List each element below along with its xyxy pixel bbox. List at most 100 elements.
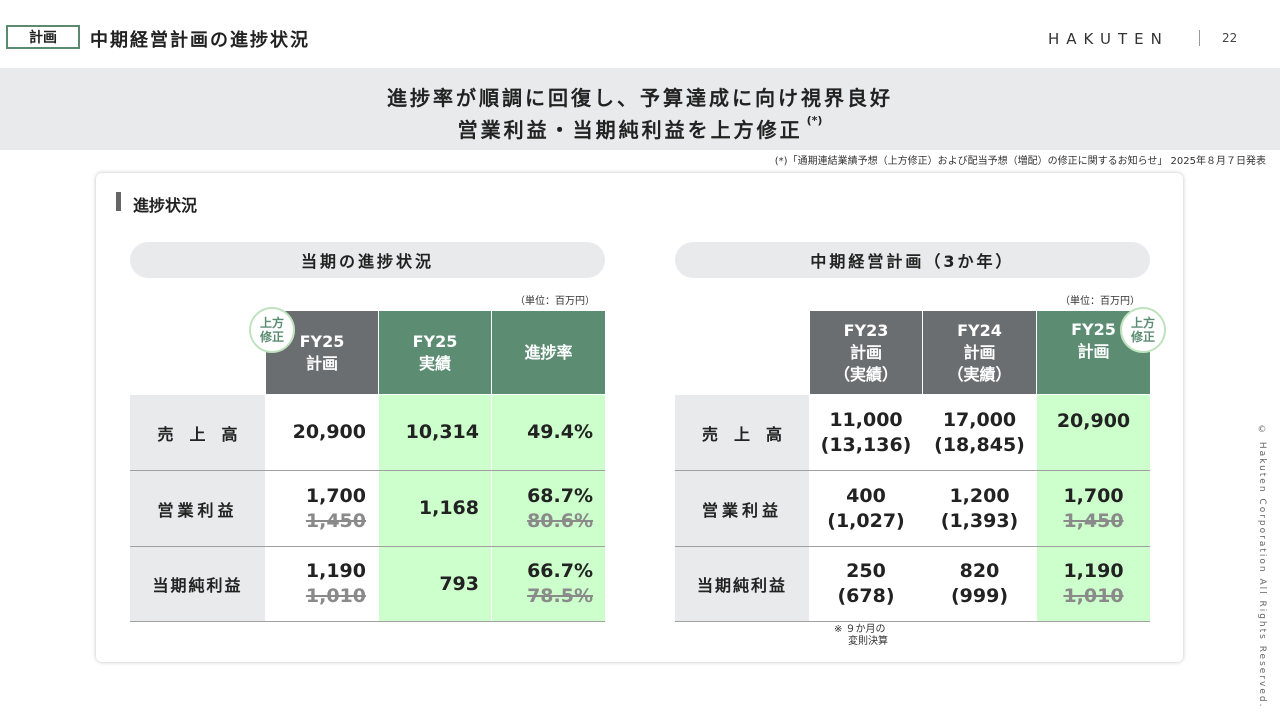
row-label-sales: 売 上 高: [675, 395, 809, 470]
value: 68.7%: [527, 484, 593, 507]
left-op-rate: 68.7% 80.6%: [492, 471, 605, 546]
value: 793: [439, 572, 479, 595]
note-line: ※ ９か月の: [834, 624, 886, 635]
value-previous: 78.5%: [527, 585, 593, 607]
value-previous: 1,010: [1063, 585, 1124, 607]
footnote: (*)「通期連結業績予想（上方修正）および配当予想（増配）の修正に関するお知らせ…: [774, 156, 1266, 167]
value: 1,700: [1063, 484, 1124, 507]
right-sales-fy25: 20,900: [1037, 395, 1150, 470]
note-line: 変則決算: [848, 636, 888, 647]
value-previous: 80.6%: [527, 509, 593, 532]
value-previous: 1,450: [1063, 509, 1124, 532]
right-op-fy25: 1,700 1,450: [1037, 471, 1150, 546]
left-sales-actual: 10,314: [379, 395, 491, 470]
value-actual: (1,027): [827, 509, 905, 532]
value: 1,168: [418, 497, 479, 519]
value-actual: (18,845): [934, 433, 1025, 456]
upward-revision-badge: 上方 修正: [249, 307, 295, 353]
value: 1,700: [305, 484, 366, 507]
header-line: （実績）: [833, 364, 898, 384]
value: 66.7%: [527, 560, 593, 582]
header-line: FY25: [299, 331, 345, 351]
badge-line: 修正: [259, 330, 284, 344]
headline-banner: [0, 68, 1280, 150]
left-unit-label: （単位：百万円）: [515, 296, 595, 307]
value-actual: (999): [950, 585, 1009, 607]
value-previous: 1,010: [305, 585, 366, 607]
right-table-title: 中期経営計画（3か年）: [675, 242, 1150, 278]
row-label-operating-profit: 営業利益: [675, 471, 809, 546]
header-line: FY24: [957, 320, 1002, 340]
badge-line: 上方: [1130, 316, 1155, 330]
value-actual: (678): [837, 585, 895, 607]
row-divider: [675, 546, 1150, 547]
right-unit-label: （単位：百万円）: [1060, 296, 1140, 307]
value: 49.4%: [527, 421, 593, 443]
value: 20,900: [292, 421, 366, 443]
section-tag: 計画: [6, 25, 80, 49]
header-line: 計画: [849, 342, 882, 362]
headline-note-mark: (*): [806, 114, 823, 127]
value: 820: [959, 560, 1000, 582]
right-ni-fy24: 820 (999): [923, 547, 1036, 621]
right-op-fy24: 1,200 (1,393): [923, 471, 1036, 546]
row-divider: [130, 546, 605, 547]
section-marker: [116, 192, 121, 211]
left-table-title: 当期の進捗状況: [130, 242, 605, 278]
value: 20,900: [1056, 410, 1131, 432]
left-op-actual: 1,168: [379, 471, 491, 546]
badge-line: 修正: [1130, 330, 1155, 344]
row-label-sales: 売 上 高: [130, 395, 265, 470]
row-label-operating-profit: 営業利益: [130, 471, 265, 546]
header-line: 計画: [963, 342, 996, 362]
upward-revision-badge: 上方 修正: [1120, 307, 1166, 353]
header-divider: [1199, 30, 1200, 46]
right-header-fy23: FY23 計画 （実績）: [810, 311, 922, 394]
header-line: 実績: [418, 353, 451, 373]
fy23-irregular-note: ※ ９か月の 変則決算: [834, 624, 888, 648]
left-header-fy25-actual: FY25 実績: [379, 311, 491, 394]
value-actual: (13,136): [820, 433, 912, 456]
left-sales-plan: 20,900: [266, 395, 378, 470]
right-header-fy24: FY24 計画 （実績）: [923, 311, 1036, 394]
headline-line2: 営業利益・当期純利益を上方修正 (*): [0, 114, 1280, 143]
section-title: 進捗状況: [133, 196, 198, 215]
row-divider: [130, 621, 605, 622]
header-line: （実績）: [947, 364, 1012, 384]
right-ni-fy25: 1,190 1,010: [1037, 547, 1150, 621]
row-divider: [130, 470, 605, 471]
header-line: FY25: [412, 331, 458, 351]
company-logo: HAKUTEN: [1048, 30, 1169, 48]
page-title: 中期経営計画の進捗状況: [90, 30, 310, 51]
header-line: FY23: [843, 320, 889, 340]
row-label-net-income: 当期純利益: [130, 547, 265, 621]
left-ni-plan: 1,190 1,010: [266, 547, 378, 621]
page-number: 22: [1222, 31, 1238, 45]
header-line: FY25: [1071, 320, 1116, 339]
right-ni-fy23: 250 (678): [810, 547, 922, 621]
value: 1,190: [305, 560, 366, 582]
left-op-plan: 1,700 1,450: [266, 471, 378, 546]
value: 1,200: [949, 484, 1010, 507]
badge-line: 上方: [259, 316, 284, 330]
value: 17,000: [942, 408, 1017, 431]
header-line: 計画: [1077, 342, 1110, 361]
right-sales-fy24: 17,000 (18,845): [923, 395, 1036, 470]
right-sales-fy23: 11,000 (13,136): [810, 395, 922, 470]
value-previous: 1,450: [305, 509, 366, 532]
headline-line1: 進捗率が順調に回復し、予算達成に向け視界良好: [387, 86, 893, 110]
copyright: © Hakuten Corporation All Rights Reserve…: [1257, 425, 1267, 709]
header-line: 計画: [305, 353, 338, 373]
value: 250: [846, 560, 886, 582]
header-line: 進捗率: [524, 342, 573, 362]
left-header-progress-rate: 進捗率: [492, 311, 605, 394]
left-sales-rate: 49.4%: [492, 395, 605, 470]
right-header-fy25: FY25 計画: [1037, 311, 1150, 394]
left-ni-rate: 66.7% 78.5%: [492, 547, 605, 621]
value: 400: [846, 484, 886, 507]
value: 1,190: [1063, 560, 1124, 582]
value-actual: (1,393): [940, 509, 1019, 532]
row-label-net-income: 当期純利益: [675, 547, 809, 621]
right-op-fy23: 400 (1,027): [810, 471, 922, 546]
value: 10,314: [405, 421, 479, 443]
